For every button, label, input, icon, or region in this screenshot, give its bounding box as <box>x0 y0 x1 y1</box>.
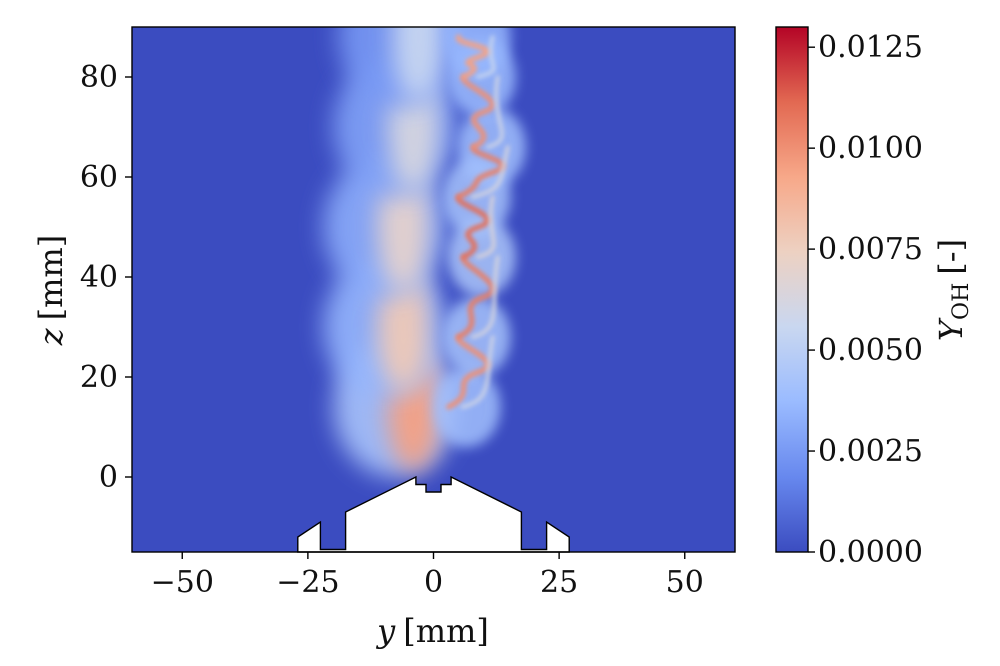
x-tick-label-3: 25 <box>540 565 578 600</box>
colorbar-gradient <box>775 26 809 553</box>
y-axis: 0 20 40 60 80 <box>80 60 132 495</box>
x-tick-label-1: −25 <box>276 565 339 600</box>
right-filament-halo-6 <box>442 27 511 77</box>
y-tick-label-0: 0 <box>99 460 118 495</box>
right-filament-4 <box>461 74 496 150</box>
right-filament-1 <box>456 254 495 340</box>
oh-field <box>323 27 526 477</box>
right-filament-secondary-5 <box>475 35 496 79</box>
left-flame-core-4 <box>392 27 445 101</box>
right-filament-5 <box>456 34 491 80</box>
x-tick-label-4: 50 <box>666 565 704 600</box>
colorbar-tick-label-1: 0.0025 <box>818 434 923 469</box>
colorbar: 0.0000 0.0025 0.0050 0.0075 0.0100 0.0125 YOH… <box>775 26 974 570</box>
colorbar-tick-label-3: 0.0075 <box>818 232 923 267</box>
y-tick-label-1: 20 <box>80 360 118 395</box>
x-tick-label-2: 0 <box>424 565 443 600</box>
y-axis-label: z[mm] <box>32 235 70 347</box>
y-tick-label-3: 60 <box>80 160 118 195</box>
colorbar-tick-label-4: 0.0100 <box>818 131 923 166</box>
x-axis-label: y [mm] <box>375 612 489 650</box>
plot-area <box>131 26 736 553</box>
colorbar-tick-label-0: 0.0000 <box>818 535 923 570</box>
burner-outline <box>297 475 570 553</box>
left-half-flame <box>323 27 463 477</box>
colorbar-tick-label-5: 0.0125 <box>818 30 923 65</box>
colorbar-ticks: 0.0000 0.0025 0.0050 0.0075 0.0100 0.0125 <box>808 30 923 570</box>
right-filament-secondary-3 <box>470 145 510 199</box>
right-half-filaments <box>432 27 526 447</box>
x-tick-label-0: −50 <box>151 565 214 600</box>
colorbar-tick-label-2: 0.0050 <box>818 333 923 368</box>
colorbar-label: YOH[-] <box>932 239 974 341</box>
right-filament-secondary-0 <box>460 335 495 409</box>
x-axis: −50 −25 0 25 50 <box>151 552 704 600</box>
y-tick-label-4: 80 <box>80 60 118 95</box>
right-filament-secondary-2 <box>475 195 496 259</box>
right-filament-3 <box>456 144 506 200</box>
y-tick-label-2: 40 <box>80 260 118 295</box>
right-filament-2 <box>456 194 491 260</box>
right-filament-secondary-1 <box>470 255 500 339</box>
right-filament-0 <box>446 334 491 410</box>
right-filament-secondary-4 <box>485 75 504 149</box>
